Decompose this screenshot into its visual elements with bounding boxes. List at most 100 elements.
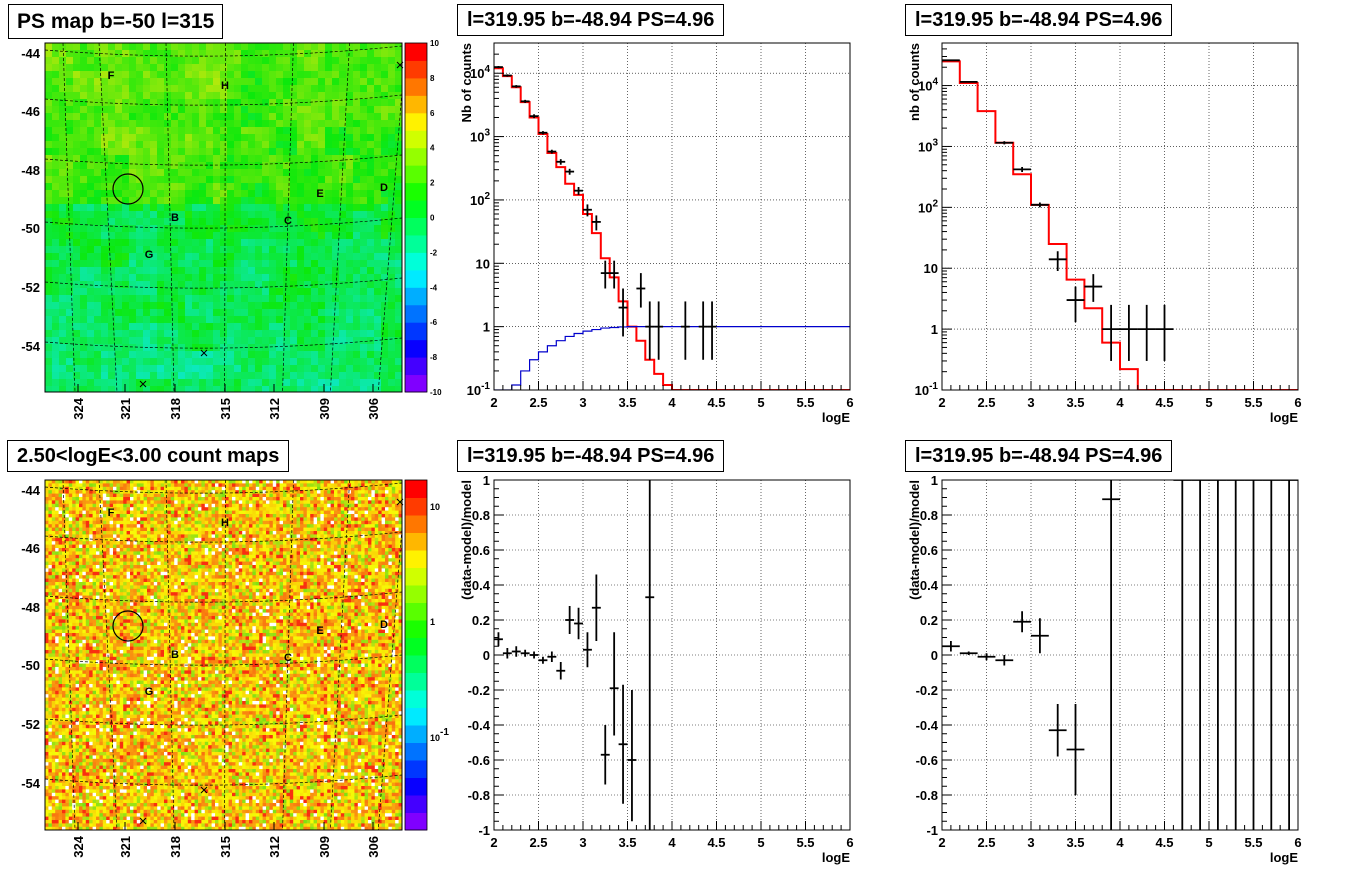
map-pixel (360, 127, 368, 135)
map-pixel (213, 288, 221, 296)
map-pixel (361, 503, 365, 508)
map-pixel (157, 295, 165, 303)
map-pixel (109, 517, 114, 522)
map-pixel (357, 490, 362, 494)
map-pixel (122, 323, 130, 331)
map-pixel (249, 500, 253, 505)
map-pixel (255, 288, 263, 296)
map-pixel (227, 64, 235, 72)
map-pixel (360, 43, 368, 51)
map-pixel (73, 113, 81, 121)
map-pixel (283, 85, 291, 93)
map-pixel (225, 510, 229, 515)
map-pixel (391, 520, 396, 525)
map-pixel (136, 365, 144, 373)
map-pixel (225, 520, 229, 525)
map-pixel (184, 500, 189, 505)
map-pixel (108, 134, 116, 142)
map-pixel (94, 148, 102, 156)
map-pixel (213, 365, 221, 373)
map-pixel (238, 483, 243, 488)
map-pixel (395, 78, 402, 86)
map-pixel (306, 493, 311, 498)
map-pixel (51, 534, 56, 539)
map-pixel (45, 64, 53, 72)
map-pixel (318, 99, 326, 107)
map-pixel (276, 113, 284, 121)
map-pixel (201, 510, 206, 515)
map-pixel (245, 486, 250, 491)
map-pixel (75, 507, 80, 511)
map-pixel (45, 169, 53, 177)
map-pixel (313, 500, 318, 505)
map-pixel (227, 288, 235, 296)
map-pixel (143, 483, 148, 488)
map-pixel (136, 480, 141, 484)
map-pixel (52, 113, 60, 121)
map-pixel (266, 517, 270, 522)
map-pixel (241, 260, 249, 268)
map-pixel (167, 483, 172, 488)
map-pixel (228, 497, 233, 501)
colorbar-band (405, 43, 427, 61)
map-pixel (136, 134, 144, 142)
map-pixel (52, 351, 60, 359)
map-pixel (157, 148, 165, 156)
latitude-line (45, 154, 402, 166)
map-pixel (167, 514, 172, 518)
map-pixel (367, 183, 375, 191)
map-pixel (80, 351, 88, 359)
map-pixel (303, 507, 308, 511)
map-pixel (164, 500, 168, 505)
map-pixel (126, 524, 131, 528)
map-pixel (80, 148, 88, 156)
map-pixel (115, 127, 123, 135)
map-pixel (185, 57, 193, 65)
map-pixel (108, 64, 116, 72)
map-pixel (143, 295, 151, 303)
map-pixel (242, 517, 246, 522)
map-pixel (227, 365, 235, 373)
map-pixel (221, 520, 226, 525)
map-pixel (73, 281, 81, 289)
map-pixel (167, 493, 172, 498)
map-pixel (228, 510, 233, 515)
map-pixel (108, 288, 116, 296)
map-pixel (340, 510, 345, 515)
map-pixel (252, 490, 257, 494)
map-pixel (374, 106, 382, 114)
map-pixel (381, 169, 389, 177)
map-pixel (85, 510, 90, 515)
map-pixel (290, 197, 298, 205)
map-pixel (170, 507, 175, 511)
map-pixel (80, 225, 88, 233)
map-pixel (201, 520, 206, 525)
map-pixel (55, 483, 59, 488)
map-pixel (55, 510, 59, 515)
map-pixel (136, 288, 144, 296)
map-pixel (346, 246, 354, 254)
map-pixel (122, 218, 130, 226)
map-pixel (398, 531, 402, 535)
map-pixel (115, 372, 123, 380)
x-axis-label: logE (822, 850, 850, 865)
map-pixel (220, 120, 228, 128)
map-pixel (94, 344, 102, 352)
map-pixel (368, 486, 372, 491)
map-pixel (147, 493, 151, 498)
map-pixel (94, 281, 102, 289)
map-pixel (297, 225, 305, 233)
map-pixel (45, 120, 53, 128)
map-pixel (272, 500, 277, 505)
map-pixel (157, 120, 165, 128)
map-pixel (59, 176, 67, 184)
map-pixel (109, 520, 114, 525)
map-pixel (346, 85, 354, 93)
map-pixel (262, 520, 267, 525)
map-pixel (255, 120, 263, 128)
map-pixel (94, 176, 102, 184)
map-pixel (143, 517, 148, 522)
map-pixel (185, 169, 193, 177)
map-pixel (252, 507, 257, 511)
map-pixel (290, 78, 298, 86)
